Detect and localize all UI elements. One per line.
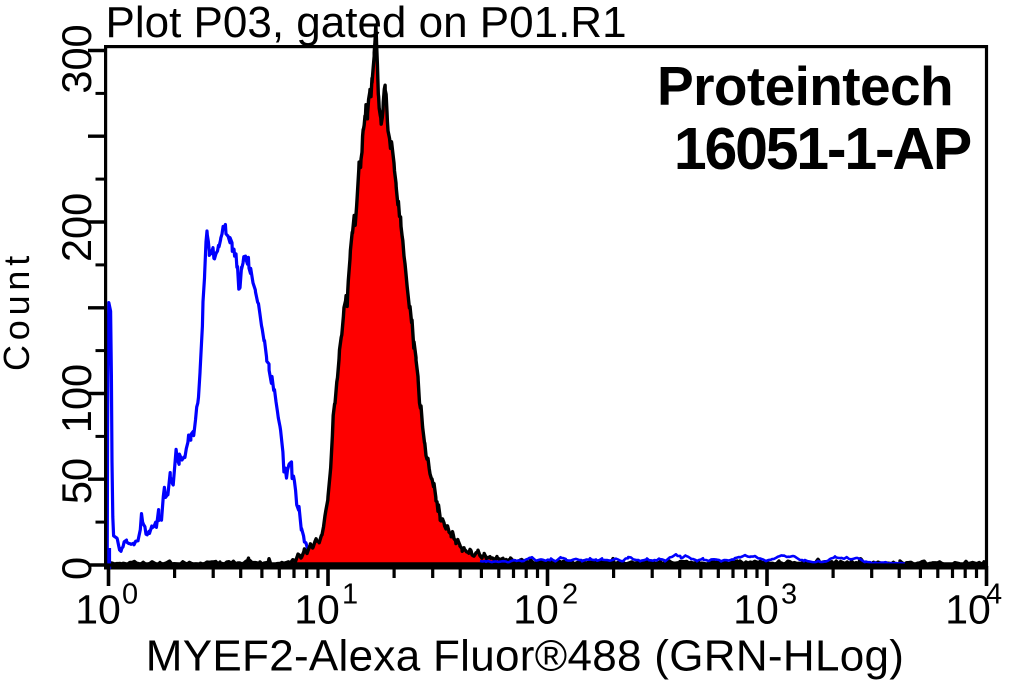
svg-text:2: 2 <box>562 579 578 611</box>
svg-text:300: 300 <box>53 24 100 93</box>
svg-text:10: 10 <box>945 587 991 633</box>
svg-text:10: 10 <box>733 587 779 633</box>
svg-text:MYEF2-Alexa Fluor®488 (GRN-HLo: MYEF2-Alexa Fluor®488 (GRN-HLog) <box>146 632 904 681</box>
svg-text:0: 0 <box>53 557 100 580</box>
svg-text:16051-1-AP: 16051-1-AP <box>674 116 971 182</box>
svg-text:10: 10 <box>294 587 340 633</box>
svg-text:10: 10 <box>75 587 121 633</box>
svg-text:Plot P03, gated on P01.R1: Plot P03, gated on P01.R1 <box>106 0 627 47</box>
svg-text:4: 4 <box>986 579 1002 611</box>
svg-text:200: 200 <box>53 193 100 262</box>
svg-text:10: 10 <box>513 587 559 633</box>
svg-text:0: 0 <box>122 579 138 611</box>
svg-text:Count: Count <box>0 251 37 371</box>
svg-text:3: 3 <box>781 579 797 611</box>
svg-text:50: 50 <box>53 458 100 504</box>
svg-text:Proteintech: Proteintech <box>657 55 953 117</box>
svg-text:1: 1 <box>342 579 358 611</box>
svg-text:100: 100 <box>53 364 100 433</box>
